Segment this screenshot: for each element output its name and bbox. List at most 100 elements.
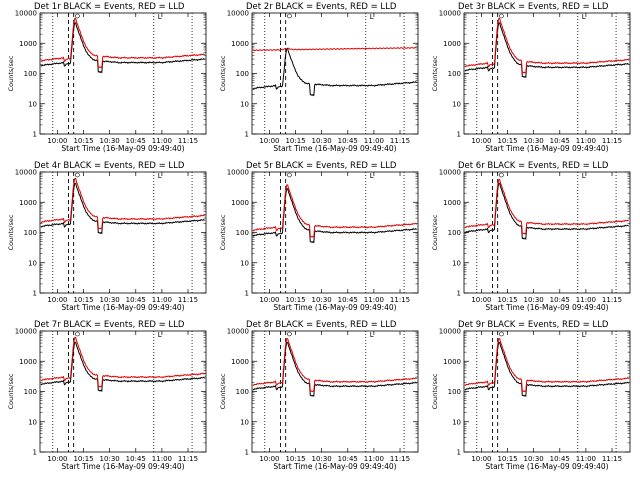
marker-label: L — [370, 331, 374, 339]
y-tick-label: 10000 — [15, 169, 37, 177]
x-tick-label: 11:15 — [178, 137, 198, 145]
y-tick-label: 1 — [457, 131, 461, 139]
y-tick-label: 10000 — [227, 10, 249, 18]
peak-marker — [75, 13, 80, 19]
x-tick-label: 10:15 — [73, 455, 93, 463]
y-axis-label: Counts/sec — [431, 214, 439, 250]
series-lld-line — [252, 338, 417, 393]
x-axis-label: Start Time (16-May-09 09:49:40) — [273, 303, 396, 312]
y-tick-label: 1 — [245, 290, 249, 298]
x-tick-label: 10:15 — [285, 137, 305, 145]
y-tick-label: 10000 — [227, 328, 249, 336]
y-tick-label: 10000 — [15, 10, 37, 18]
y-tick-label: 10000 — [439, 328, 461, 336]
marker-label: L — [158, 172, 162, 180]
x-tick-label: 10:00 — [259, 137, 279, 145]
x-tick-label: 11:00 — [152, 137, 172, 145]
x-tick-label: 10:15 — [497, 455, 517, 463]
x-tick-label: 10:30 — [524, 296, 544, 304]
series-events-line — [464, 182, 629, 240]
series-lld-line — [464, 338, 629, 393]
x-tick-label: 11:00 — [576, 455, 596, 463]
y-tick-label: 1000 — [443, 199, 461, 207]
series-lld-line — [40, 178, 205, 230]
x-axis-label: Start Time (16-May-09 09:49:40) — [485, 303, 608, 312]
x-tick-label: 10:45 — [338, 296, 358, 304]
plot-frame — [463, 330, 631, 453]
y-tick-label: 1000 — [231, 40, 249, 48]
x-tick-label: 10:00 — [47, 137, 67, 145]
panel-6: Det 6r BLACK = Events, RED = LLD 1 10 100 10… — [431, 161, 631, 312]
plot-frame — [39, 330, 207, 453]
x-axis-label: Start Time (16-May-09 09:49:40) — [61, 303, 184, 312]
y-tick-label: 100 — [448, 388, 461, 396]
y-tick-label: 10 — [28, 259, 37, 267]
x-tick-label: 10:45 — [550, 137, 570, 145]
x-tick-label: 11:00 — [364, 455, 384, 463]
x-tick-label: 10:45 — [126, 296, 146, 304]
x-tick-label: 10:00 — [47, 455, 67, 463]
y-tick-label: 1 — [33, 290, 37, 298]
panel-1: Det 1r BLACK = Events, RED = LLD 1 10 100 10… — [7, 2, 207, 153]
y-axis-label: Counts/sec — [7, 214, 15, 250]
x-tick-label: 10:15 — [285, 296, 305, 304]
marker-label: L — [582, 172, 586, 180]
x-tick-label: 11:00 — [364, 137, 384, 145]
y-tick-label: 1000 — [19, 40, 37, 48]
x-tick-label: 10:45 — [126, 455, 146, 463]
panel-8: Det 8r BLACK = Events, RED = LLD 1 10 100 10… — [219, 320, 419, 471]
y-tick-label: 1 — [33, 449, 37, 457]
x-tick-label: 10:15 — [497, 137, 517, 145]
x-tick-label: 10:15 — [497, 296, 517, 304]
x-tick-label: 10:30 — [312, 455, 332, 463]
x-tick-label: 11:00 — [576, 296, 596, 304]
x-tick-label: 10:15 — [285, 455, 305, 463]
panel-title: Det 9r BLACK = Events, RED = LLD — [458, 320, 609, 330]
peak-marker — [499, 13, 504, 19]
x-tick-label: 10:00 — [471, 137, 491, 145]
y-tick-label: 1000 — [231, 199, 249, 207]
panel-title: Det 1r BLACK = Events, RED = LLD — [34, 2, 185, 12]
series-events-line — [252, 341, 417, 397]
series-lld-line — [464, 17, 629, 74]
x-tick-label: 10:00 — [259, 455, 279, 463]
panel-2: Det 2r BLACK = Events, RED = LLD 1 10 100 10… — [219, 2, 419, 153]
y-tick-label: 10 — [240, 259, 249, 267]
y-tick-label: 10 — [240, 100, 249, 108]
x-tick-label: 11:15 — [178, 455, 198, 463]
x-tick-label: 10:45 — [126, 137, 146, 145]
marker-label: L — [158, 13, 162, 21]
peak-marker — [287, 331, 292, 337]
y-axis-label: Counts/sec — [7, 55, 15, 91]
y-tick-label: 10 — [28, 100, 37, 108]
y-tick-label: 1000 — [443, 40, 461, 48]
x-tick-label: 11:00 — [364, 296, 384, 304]
series-lld-line — [252, 184, 417, 238]
x-tick-label: 11:00 — [152, 296, 172, 304]
panel-title: Det 6r BLACK = Events, RED = LLD — [458, 161, 609, 171]
plot-frame — [39, 171, 207, 294]
y-tick-label: 1000 — [231, 358, 249, 366]
panel-3: Det 3r BLACK = Events, RED = LLD 1 10 100 10… — [431, 2, 631, 153]
x-tick-label: 10:15 — [73, 296, 93, 304]
marker-label: L — [370, 172, 374, 180]
x-tick-label: 10:00 — [471, 296, 491, 304]
panel-title: Det 2r BLACK = Events, RED = LLD — [246, 2, 397, 12]
y-tick-label: 100 — [236, 229, 249, 237]
y-tick-label: 10000 — [15, 328, 37, 336]
panel-title: Det 4r BLACK = Events, RED = LLD — [34, 161, 185, 171]
marker-label: L — [158, 331, 162, 339]
y-axis-label: Counts/sec — [219, 55, 227, 91]
y-tick-label: 10000 — [439, 10, 461, 18]
panel-4: Det 4r BLACK = Events, RED = LLD 1 10 100 10… — [7, 161, 207, 312]
panel-title: Det 8r BLACK = Events, RED = LLD — [246, 320, 397, 330]
peak-marker — [287, 13, 292, 19]
y-tick-label: 10 — [452, 100, 461, 108]
panel-9: Det 9r BLACK = Events, RED = LLD 1 10 100 10… — [431, 320, 631, 471]
x-tick-label: 10:15 — [73, 137, 93, 145]
series-lld-line — [40, 17, 205, 69]
x-tick-label: 10:00 — [47, 296, 67, 304]
y-axis-label: Counts/sec — [7, 373, 15, 409]
plot-frame — [251, 12, 419, 135]
